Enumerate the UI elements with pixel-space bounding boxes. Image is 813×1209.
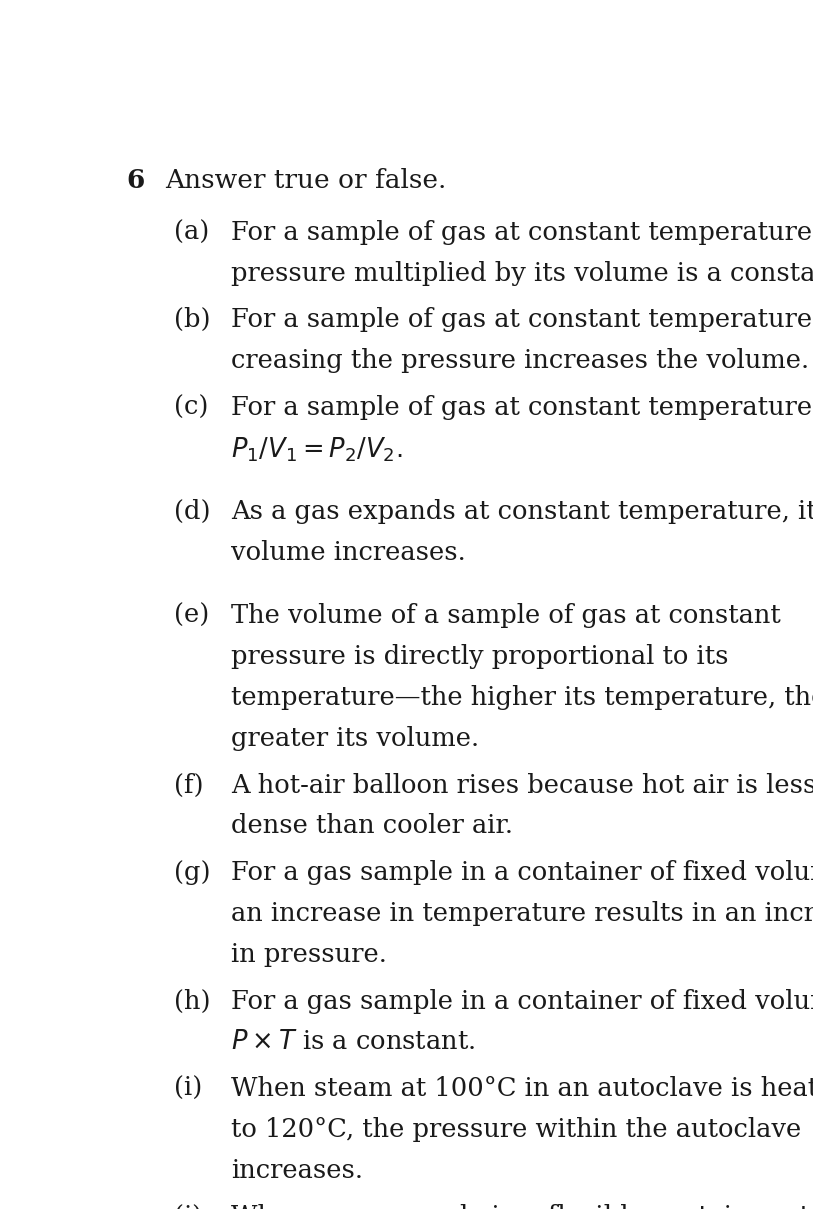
Text: The volume of a sample of gas at constant: The volume of a sample of gas at constan… — [231, 603, 780, 629]
Text: For a sample of gas at constant temperature, in-: For a sample of gas at constant temperat… — [231, 307, 813, 332]
Text: pressure is directly proportional to its: pressure is directly proportional to its — [231, 644, 728, 669]
Text: (h): (h) — [174, 989, 211, 1013]
Text: (b): (b) — [174, 307, 211, 332]
Text: dense than cooler air.: dense than cooler air. — [231, 814, 513, 839]
Text: an increase in temperature results in an increase: an increase in temperature results in an… — [231, 901, 813, 926]
Text: volume increases.: volume increases. — [231, 539, 466, 565]
Text: temperature—the higher its temperature, the: temperature—the higher its temperature, … — [231, 686, 813, 710]
Text: increases.: increases. — [231, 1158, 363, 1182]
Text: For a gas sample in a container of fixed volume,: For a gas sample in a container of fixed… — [231, 989, 813, 1013]
Text: (f): (f) — [174, 773, 203, 798]
Text: (a): (a) — [174, 220, 209, 244]
Text: When steam at 100°C in an autoclave is heated: When steam at 100°C in an autoclave is h… — [231, 1076, 813, 1101]
Text: Answer true or false.: Answer true or false. — [165, 168, 446, 193]
Text: greater its volume.: greater its volume. — [231, 725, 479, 751]
Text: (c): (c) — [174, 394, 208, 420]
Text: (g): (g) — [174, 860, 211, 885]
Text: 6: 6 — [127, 168, 145, 193]
Text: $P \times T$ is a constant.: $P \times T$ is a constant. — [231, 1030, 475, 1054]
Text: (e): (e) — [174, 603, 209, 629]
Text: to 120°C, the pressure within the autoclave: to 120°C, the pressure within the autocl… — [231, 1117, 801, 1143]
Text: creasing the pressure increases the volume.: creasing the pressure increases the volu… — [231, 348, 809, 374]
Text: (d): (d) — [174, 499, 211, 523]
Text: (j): (j) — [174, 1204, 202, 1209]
Text: pressure multiplied by its volume is a constant.: pressure multiplied by its volume is a c… — [231, 260, 813, 285]
Text: When a gas sample in a flexible container at: When a gas sample in a flexible containe… — [231, 1204, 810, 1209]
Text: For a gas sample in a container of fixed volume,: For a gas sample in a container of fixed… — [231, 860, 813, 885]
Text: A hot-air balloon rises because hot air is less: A hot-air balloon rises because hot air … — [231, 773, 813, 798]
Text: $P_1/V_1 = P_2/V_2.$: $P_1/V_1 = P_2/V_2.$ — [231, 435, 402, 464]
Text: For a sample of gas at constant temperature,: For a sample of gas at constant temperat… — [231, 394, 813, 420]
Text: As a gas expands at constant temperature, its: As a gas expands at constant temperature… — [231, 499, 813, 523]
Text: (i): (i) — [174, 1076, 202, 1101]
Text: in pressure.: in pressure. — [231, 942, 387, 967]
Text: For a sample of gas at constant temperature, its: For a sample of gas at constant temperat… — [231, 220, 813, 244]
